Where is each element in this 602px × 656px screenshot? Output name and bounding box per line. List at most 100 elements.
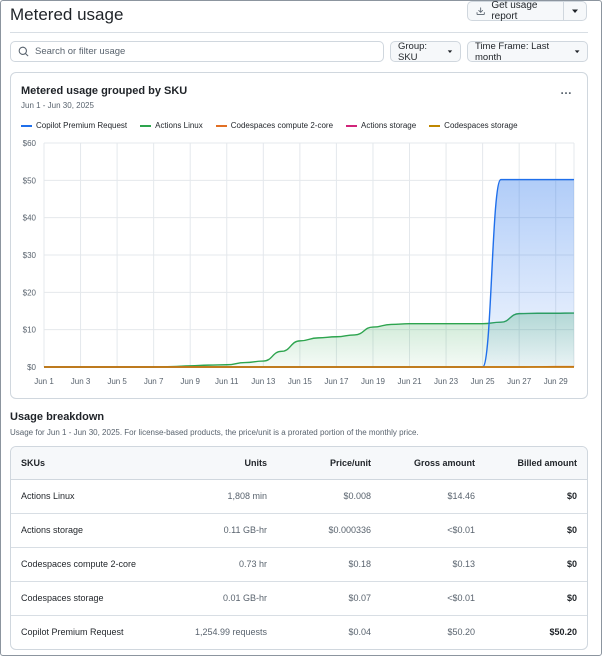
x-tick-label: Jun 19 — [361, 377, 386, 386]
x-tick-label: Jun 29 — [544, 377, 569, 386]
legend-swatch — [21, 124, 32, 127]
x-tick-label: Jun 15 — [288, 377, 313, 386]
search-icon — [18, 46, 29, 57]
chart-title: Metered usage grouped by SKU — [21, 85, 188, 97]
report-options-button[interactable] — [564, 2, 586, 20]
y-tick-label: $50 — [23, 176, 37, 185]
legend-swatch — [346, 124, 358, 127]
table-header-row: SKUs Units Price/unit Gross amount Bille… — [11, 447, 587, 480]
billed-cell: $0 — [475, 581, 587, 616]
table-row: Actions storage 0.11 GB-hr $0.000336 <$0… — [11, 513, 587, 548]
column-header-units: Units — [161, 447, 267, 480]
price-cell: $0.07 — [267, 581, 371, 616]
x-tick-label: Jun 1 — [34, 377, 54, 386]
x-tick-label: Jun 21 — [398, 377, 423, 386]
y-tick-label: $10 — [23, 326, 37, 335]
x-tick-label: Jun 9 — [180, 377, 200, 386]
legend-swatch — [215, 124, 227, 127]
x-tick-label: Jun 5 — [107, 377, 127, 386]
gross-cell: $0.13 — [371, 547, 475, 582]
units-cell: 0.01 GB-hr — [161, 581, 267, 616]
usage-chart: $0 $10 $20 $30 $40 $50 $60 Jun 1 Jun 3 Jun 5 Jun 7… — [23, 139, 575, 386]
time-frame-dropdown[interactable]: Time Frame: Last month — [467, 40, 588, 63]
usage-chart-card: Metered usage grouped by SKU Jun 1 - Jun… — [10, 72, 588, 399]
filter-toolbar: Group: SKU Time Frame: Last month — [10, 40, 588, 63]
table-row: Codespaces compute 2-core 0.73 hr $0.18 … — [11, 547, 587, 582]
y-tick-label: $20 — [23, 288, 37, 297]
usage-breakdown-table: SKUs Units Price/unit Gross amount Bille… — [10, 446, 588, 650]
get-usage-report-button-group: Get usage report — [467, 0, 587, 22]
price-cell: $0.18 — [267, 547, 371, 582]
table-row: Actions Linux 1,808 min $0.008 $14.46 $0 — [11, 479, 587, 514]
billed-cell: $0 — [475, 547, 587, 582]
get-usage-report-label: Get usage report — [491, 0, 538, 22]
y-tick-label: $60 — [23, 139, 37, 148]
column-header-price-unit: Price/unit — [267, 447, 371, 480]
triangle-down-icon — [572, 9, 578, 13]
legend-label: Codespaces compute 2-core — [230, 121, 334, 130]
billed-cell: $0 — [475, 513, 587, 548]
triangle-down-icon — [447, 50, 453, 53]
units-cell: 0.11 GB-hr — [161, 513, 267, 548]
legend-item[interactable]: Codespaces compute 2-core — [215, 121, 334, 130]
x-tick-label: Jun 27 — [507, 377, 532, 386]
legend-item[interactable]: Actions Linux — [140, 121, 203, 130]
x-tick-label: Jun 11 — [215, 377, 239, 386]
x-tick-label: Jun 7 — [144, 377, 164, 386]
legend-swatch — [429, 124, 441, 127]
y-tick-label: $40 — [23, 214, 37, 223]
price-cell: $0.000336 — [267, 513, 371, 548]
units-cell: 1,808 min — [161, 479, 267, 514]
legend-label: Codespaces storage — [444, 121, 518, 130]
legend-label: Actions Linux — [155, 121, 203, 130]
units-cell: 1,254.99 requests — [194, 627, 267, 638]
sku-cell: Codespaces compute 2-core — [11, 547, 161, 582]
time-frame-dropdown-label: Time Frame: Last month — [475, 40, 550, 63]
billed-cell: $0 — [475, 479, 587, 514]
download-icon — [476, 6, 485, 15]
gross-cell: <$0.01 — [371, 513, 475, 548]
sku-cell: Copilot Premium Request — [21, 627, 124, 638]
x-tick-label: Jun 23 — [434, 377, 459, 386]
price-cell: $0.008 — [267, 479, 371, 514]
y-tick-label: $0 — [27, 363, 36, 372]
group-dropdown[interactable]: Group: SKU — [390, 40, 461, 63]
sku-cell: Actions Linux — [11, 479, 161, 514]
column-header-billed-amount: Billed amount — [475, 447, 587, 480]
page-title: Metered usage — [10, 5, 124, 24]
table-row: Codespaces storage 0.01 GB-hr $0.07 <$0.… — [11, 581, 587, 616]
search-input[interactable] — [35, 46, 365, 57]
table-row: Copilot Premium Request 1,254.99 request… — [11, 615, 587, 649]
column-header-gross-amount: Gross amount — [371, 447, 475, 480]
usage-breakdown-title: Usage breakdown — [10, 411, 105, 423]
kebab-menu-icon[interactable]: … — [560, 83, 573, 97]
column-header-skus: SKUs — [11, 447, 161, 480]
legend-label: Actions storage — [361, 121, 417, 130]
gross-cell: <$0.01 — [371, 581, 475, 616]
triangle-down-icon — [574, 50, 580, 54]
x-tick-label: Jun 13 — [251, 377, 276, 386]
sku-cell: Codespaces storage — [11, 581, 161, 616]
legend-label: Copilot Premium Request — [36, 121, 128, 130]
chart-legend: Copilot Premium Request Actions Linux Code… — [21, 121, 518, 130]
gross-cell: $14.46 — [371, 479, 475, 514]
header-divider — [10, 32, 588, 33]
legend-item[interactable]: Copilot Premium Request — [21, 121, 127, 130]
y-tick-label: $30 — [23, 251, 37, 260]
series-area — [44, 179, 574, 367]
billed-cell: $50.20 — [549, 627, 577, 638]
gross-cell: $50.20 — [447, 627, 475, 638]
price-cell: $0.04 — [348, 627, 371, 638]
x-tick-label: Jun 17 — [324, 377, 349, 386]
x-tick-label: Jun 25 — [471, 377, 496, 386]
group-dropdown-label: Group: SKU — [398, 40, 428, 63]
sku-cell: Actions storage — [11, 513, 161, 548]
get-usage-report-button[interactable]: Get usage report — [468, 0, 564, 22]
page-header: Metered usage Get usage report — [10, 0, 590, 32]
legend-item[interactable]: Actions storage — [346, 121, 416, 130]
units-cell: 0.73 hr — [161, 547, 267, 582]
chart-date-range: Jun 1 - Jun 30, 2025 — [21, 101, 94, 110]
search-box[interactable] — [10, 41, 384, 62]
x-tick-label: Jun 3 — [71, 377, 91, 386]
legend-item[interactable]: Codespaces storage — [429, 121, 518, 130]
